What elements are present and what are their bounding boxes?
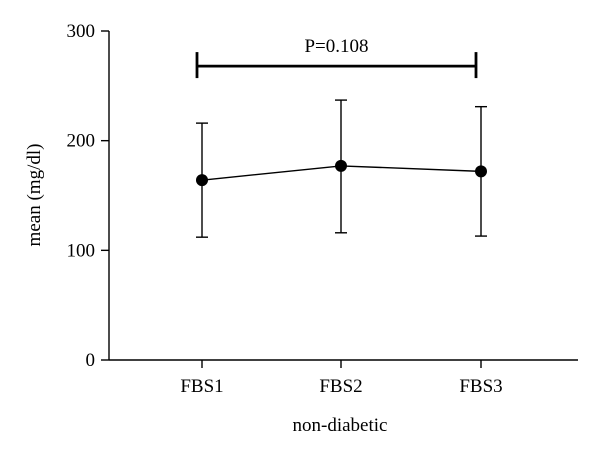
data-series	[196, 99, 487, 238]
y-tick-label: 100	[67, 240, 96, 261]
x-axis-label: non-diabetic	[293, 415, 388, 436]
y-tick-label: 300	[67, 21, 96, 42]
data-point	[196, 174, 208, 187]
y-tick-label: 200	[67, 131, 96, 152]
y-ticks: 0 100 200 300	[67, 21, 109, 371]
x-tick-label: FBS1	[180, 376, 223, 397]
p-value-label: P=0.108	[304, 36, 368, 57]
significance-annotation: P=0.108	[195, 36, 478, 79]
x-tick-label: FBS3	[459, 376, 502, 397]
y-tick-label: 0	[86, 350, 96, 371]
data-point	[475, 165, 487, 178]
y-axis-label: mean (mg/dl)	[24, 144, 45, 247]
x-tick-label: FBS2	[319, 376, 362, 397]
axes	[108, 31, 578, 361]
x-ticks: FBS1 FBS2 FBS3	[180, 360, 503, 397]
data-point	[335, 159, 347, 172]
